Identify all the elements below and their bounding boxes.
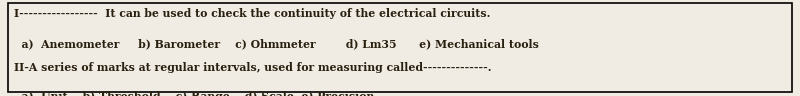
- Text: a)  Anemometer     b) Barometer    c) Ohmmeter        d) Lm35      e) Mechanical: a) Anemometer b) Barometer c) Ohmmeter d…: [14, 38, 539, 49]
- Text: II-A series of marks at regular intervals, used for measuring called------------: II-A series of marks at regular interval…: [14, 62, 492, 73]
- Text: a)  Unit    b) Threshold    c) Range    d) Scale  e) Precision: a) Unit b) Threshold c) Range d) Scale e…: [14, 91, 374, 96]
- Text: I-----------------  It can be used to check the continuity of the electrical cir: I----------------- It can be used to che…: [14, 8, 490, 19]
